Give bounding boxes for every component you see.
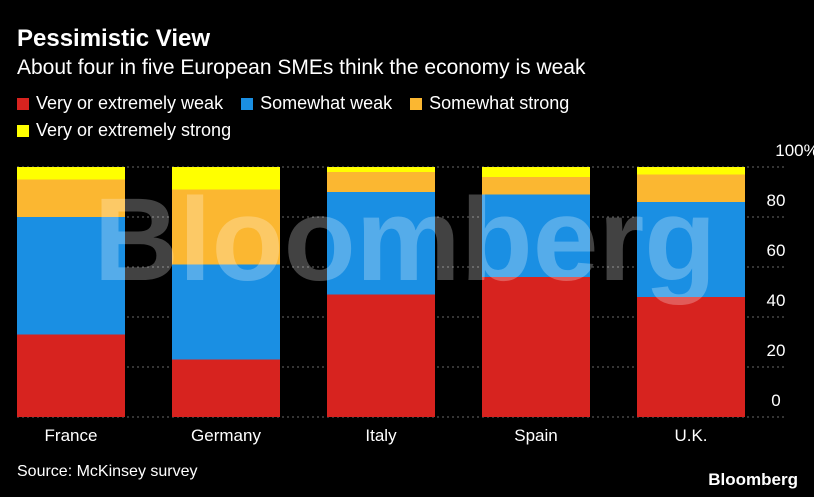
bar-spain-very-or-extremely-weak bbox=[482, 277, 590, 417]
legend-swatch-somewhat-strong bbox=[410, 97, 423, 110]
bar-u-k-very-or-extremely-weak bbox=[637, 297, 745, 417]
legend: Very or extremely weak Somewhat weak Som… bbox=[17, 93, 637, 141]
y-tick-label-5: 100% bbox=[775, 141, 814, 160]
bar-france-somewhat-strong bbox=[17, 179, 125, 217]
legend-label-very-weak: Very or extremely weak bbox=[36, 93, 224, 113]
legend-item-somewhat-weak: Somewhat weak bbox=[241, 93, 392, 114]
legend-label-somewhat-strong: Somewhat strong bbox=[429, 93, 570, 113]
legend-item-somewhat-strong: Somewhat strong bbox=[410, 93, 569, 114]
x-tick-label-france: France bbox=[45, 426, 98, 445]
bar-spain-very-or-extremely-strong bbox=[482, 167, 590, 177]
y-tick-label-3: 60 bbox=[767, 241, 786, 260]
legend-swatch-very-weak bbox=[17, 97, 29, 110]
chart-subtitle: About four in five European SMEs think t… bbox=[17, 56, 586, 79]
bloomberg-watermark: Bloomberg bbox=[94, 174, 717, 306]
legend-swatch-very-strong bbox=[17, 124, 29, 137]
bar-germany-very-or-extremely-strong bbox=[172, 167, 280, 190]
x-tick-label-u-k: U.K. bbox=[674, 426, 707, 445]
bar-italy-somewhat-weak bbox=[327, 192, 435, 295]
legend-swatch-somewhat-weak bbox=[241, 97, 254, 110]
x-tick-label-spain: Spain bbox=[514, 426, 557, 445]
x-tick-label-italy: Italy bbox=[365, 426, 397, 445]
y-tick-label-1: 20 bbox=[767, 341, 786, 360]
bloomberg-logo: Bloomberg bbox=[708, 470, 798, 489]
x-tick-label-germany: Germany bbox=[191, 426, 261, 445]
bar-france-very-or-extremely-weak bbox=[17, 334, 125, 417]
legend-item-very-strong: Very or extremely strong bbox=[17, 120, 231, 141]
bar-u-k-somewhat-weak bbox=[637, 202, 745, 297]
bar-u-k-somewhat-strong bbox=[637, 174, 745, 202]
bar-u-k-very-or-extremely-strong bbox=[637, 167, 745, 175]
bar-france-somewhat-weak bbox=[17, 217, 125, 335]
bar-italy-somewhat-strong bbox=[327, 172, 435, 192]
source-note: Source: McKinsey survey bbox=[17, 463, 198, 480]
y-tick-label-0: 0 bbox=[771, 391, 780, 410]
bar-italy-very-or-extremely-weak bbox=[327, 294, 435, 417]
legend-item-very-weak: Very or extremely weak bbox=[17, 93, 223, 114]
bar-spain-somewhat-strong bbox=[482, 177, 590, 195]
bar-italy-very-or-extremely-strong bbox=[327, 167, 435, 172]
bar-france-very-or-extremely-strong bbox=[17, 167, 125, 180]
bar-spain-somewhat-weak bbox=[482, 194, 590, 277]
chart-title: Pessimistic View bbox=[17, 25, 211, 52]
legend-label-very-strong: Very or extremely strong bbox=[36, 120, 232, 140]
bar-germany-very-or-extremely-weak bbox=[172, 359, 280, 417]
legend-label-somewhat-weak: Somewhat weak bbox=[260, 93, 393, 113]
y-tick-label-2: 40 bbox=[767, 291, 786, 310]
bar-germany-somewhat-weak bbox=[172, 264, 280, 360]
y-tick-label-4: 80 bbox=[767, 191, 786, 210]
bar-germany-somewhat-strong bbox=[172, 189, 280, 265]
